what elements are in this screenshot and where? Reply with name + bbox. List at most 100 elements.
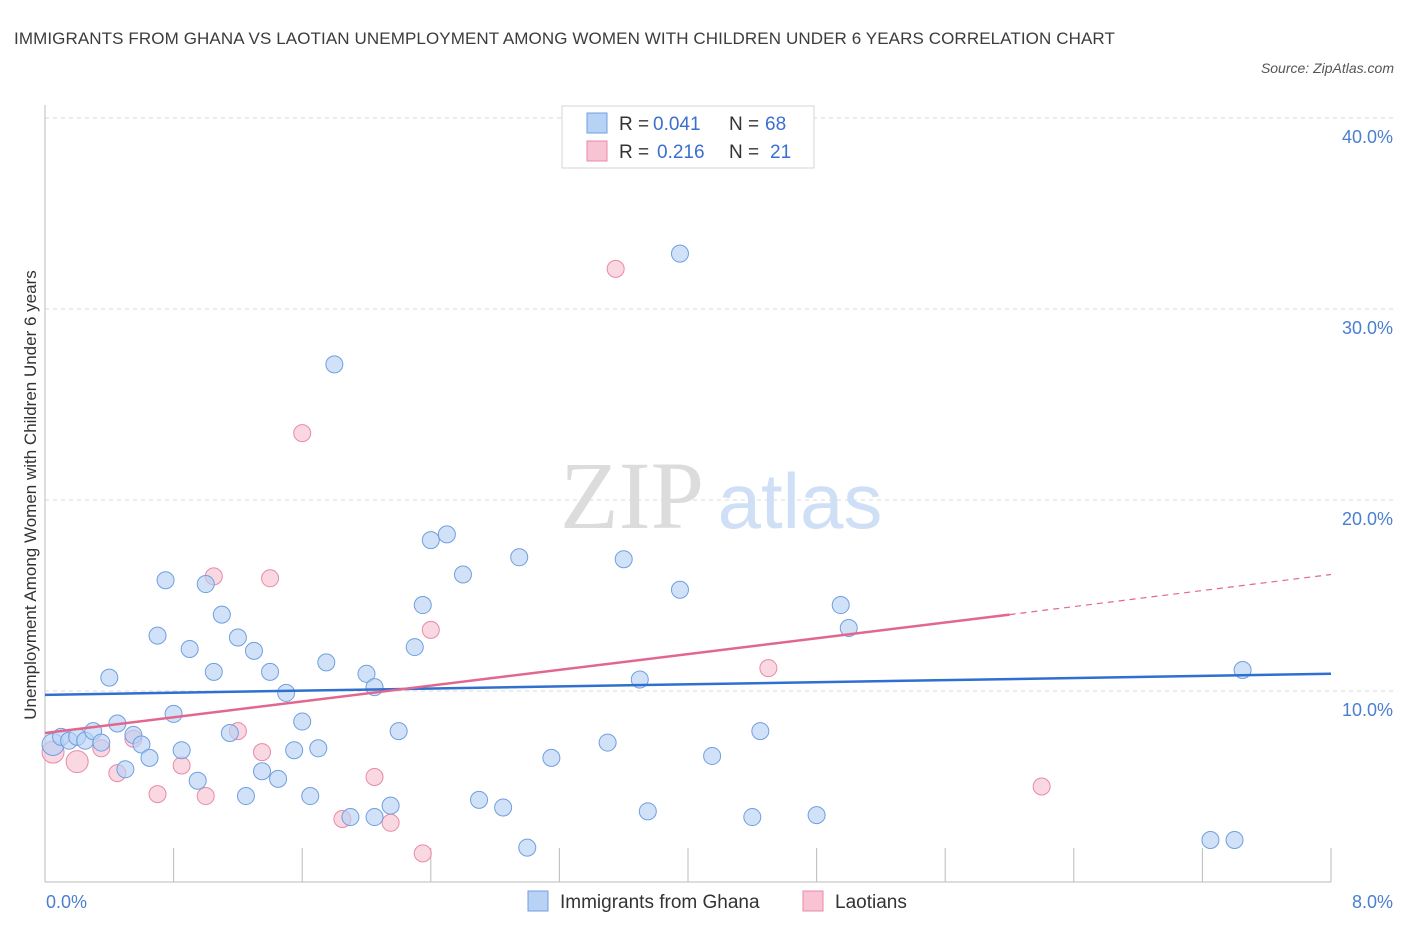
- data-point-laotians: [253, 743, 272, 762]
- data-point-ghana: [325, 355, 344, 374]
- data-point-ghana: [751, 722, 770, 741]
- data-point-ghana: [341, 808, 360, 827]
- legend-r-value: 0.216: [657, 142, 705, 163]
- data-point-ghana: [244, 641, 263, 660]
- data-point-ghana: [156, 571, 175, 590]
- data-point-laotians: [65, 750, 89, 774]
- legend-n-label: N =: [729, 142, 759, 163]
- data-point-ghana: [253, 762, 272, 781]
- data-point-ghana: [357, 664, 376, 683]
- data-point-laotians: [148, 785, 167, 804]
- source-credit: Source: ZipAtlas.com: [1260, 60, 1394, 76]
- data-point-laotians: [1032, 777, 1051, 796]
- data-point-laotians: [196, 787, 215, 806]
- data-point-ghana: [309, 739, 328, 758]
- data-point-ghana: [365, 808, 384, 827]
- laotians-points: [41, 259, 1051, 863]
- axes: [44, 105, 1332, 883]
- data-point-laotians: [172, 756, 191, 775]
- data-point-ghana: [92, 733, 111, 752]
- legend-n-value: 68: [765, 114, 786, 135]
- data-point-laotians: [365, 767, 384, 786]
- legend-swatch-laotians: [586, 140, 608, 162]
- y-tick-label: 40.0%: [1342, 127, 1393, 147]
- series-legend: Immigrants from Ghana Laotians: [527, 890, 907, 913]
- data-point-laotians: [381, 813, 400, 832]
- data-point-ghana: [598, 733, 617, 752]
- legend-label-laotians: Laotians: [835, 892, 907, 913]
- data-point-ghana: [743, 808, 762, 827]
- data-point-ghana: [188, 771, 207, 790]
- y-tick-label: 20.0%: [1342, 509, 1393, 529]
- grid-lines: [45, 117, 1395, 692]
- watermark-atlas: atlas: [718, 457, 883, 545]
- x-tick-labels: 0.0% 8.0%: [46, 892, 1393, 912]
- data-point-ghana: [494, 798, 513, 817]
- trend-line-laotians: [44, 613, 1010, 735]
- data-point-ghana: [132, 735, 151, 754]
- data-point-ghana: [413, 596, 432, 615]
- x-tick-label: 0.0%: [46, 892, 87, 912]
- data-point-ghana: [236, 787, 255, 806]
- data-point-ghana: [703, 746, 722, 765]
- data-point-ghana: [285, 741, 304, 760]
- chart-title: IMMIGRANTS FROM GHANA VS LAOTIAN UNEMPLO…: [14, 29, 1115, 48]
- legend-swatch-laotians: [802, 890, 824, 912]
- data-point-ghana: [670, 244, 689, 263]
- data-point-ghana: [807, 806, 826, 825]
- data-point-laotians: [759, 659, 778, 678]
- data-point-ghana: [293, 712, 312, 731]
- y-tick-labels: 10.0% 20.0% 30.0% 40.0%: [1342, 127, 1393, 720]
- data-point-laotians: [293, 424, 312, 443]
- data-point-ghana: [381, 796, 400, 815]
- data-point-ghana: [172, 741, 191, 760]
- data-point-ghana: [831, 596, 850, 615]
- data-point-laotians: [413, 844, 432, 863]
- data-point-ghana: [220, 724, 239, 743]
- data-point-ghana: [638, 802, 657, 821]
- data-point-ghana: [301, 787, 320, 806]
- trend-line-ghana: [44, 672, 1332, 697]
- trend-lines: [44, 573, 1332, 735]
- data-point-ghana: [670, 580, 689, 599]
- data-point-ghana: [116, 760, 135, 779]
- watermark-zip: ZIP: [560, 442, 704, 549]
- legend-label-ghana: Immigrants from Ghana: [560, 892, 760, 913]
- legend-swatch-ghana: [527, 890, 549, 912]
- legend-r-value: 0.041: [653, 114, 701, 135]
- data-point-ghana: [204, 662, 223, 681]
- ghana-points: [41, 131, 1252, 857]
- data-point-ghana: [261, 662, 280, 681]
- data-point-ghana: [542, 748, 561, 767]
- data-point-ghana: [1225, 830, 1244, 849]
- data-point-laotians: [606, 259, 625, 278]
- data-point-ghana: [510, 548, 529, 567]
- data-point-ghana: [1201, 830, 1220, 849]
- data-point-ghana: [140, 748, 159, 767]
- data-point-ghana: [228, 628, 247, 647]
- data-point-ghana: [317, 653, 336, 672]
- data-point-ghana: [164, 704, 183, 723]
- data-point-ghana: [389, 722, 408, 741]
- data-point-ghana: [212, 605, 231, 624]
- data-point-ghana: [148, 626, 167, 645]
- data-point-ghana: [518, 838, 537, 857]
- data-point-ghana: [405, 638, 424, 657]
- trend-line-laotians-extension: [1009, 573, 1332, 616]
- data-point-ghana: [470, 790, 489, 809]
- x-tick-label: 8.0%: [1352, 892, 1393, 912]
- legend-n-value: 21: [770, 142, 791, 163]
- legend-r-label: R =: [619, 142, 649, 163]
- watermark: ZIP atlas: [560, 442, 882, 549]
- y-tick-label: 30.0%: [1342, 318, 1393, 338]
- y-axis-label: Unemployment Among Women with Children U…: [21, 270, 40, 719]
- data-point-ghana: [437, 525, 456, 544]
- stats-legend: R = 0.041 N = 68 R = 0.216 N = 21: [561, 105, 815, 169]
- y-tick-label: 10.0%: [1342, 700, 1393, 720]
- data-point-ghana: [614, 550, 633, 569]
- data-point-ghana: [269, 769, 288, 788]
- data-point-ghana: [196, 575, 215, 594]
- data-point-ghana: [100, 668, 119, 687]
- data-point-ghana: [839, 618, 858, 637]
